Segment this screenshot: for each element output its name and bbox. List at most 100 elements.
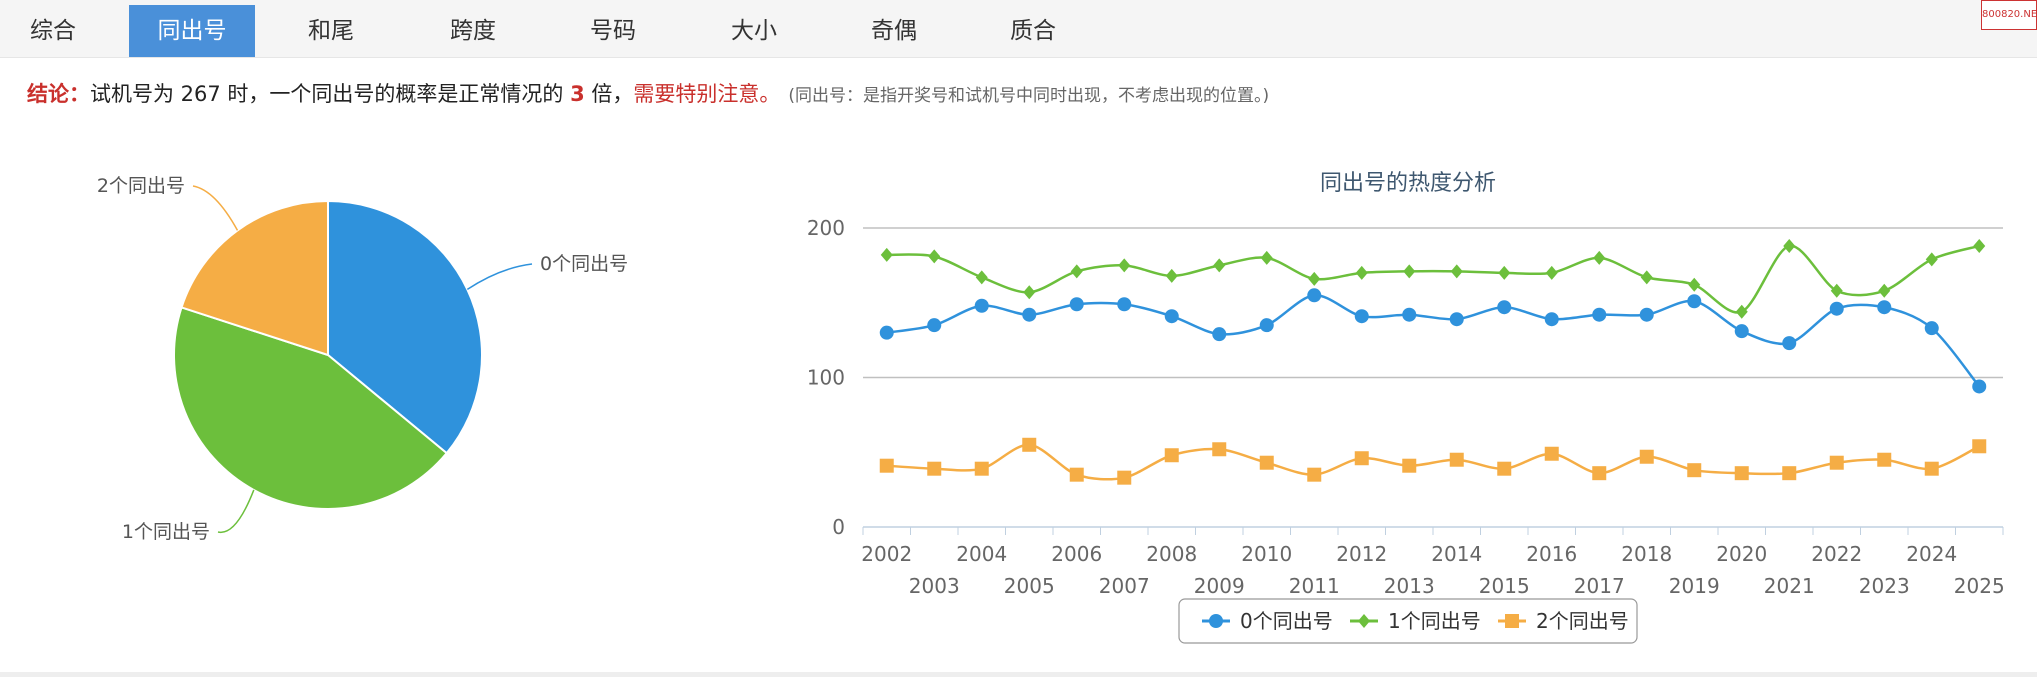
data-point xyxy=(1070,264,1083,279)
pie-leader-line xyxy=(466,263,533,291)
x-tick-label: 2021 xyxy=(1764,574,1815,598)
data-point xyxy=(927,318,942,333)
data-point xyxy=(1593,250,1606,265)
data-point xyxy=(1164,448,1179,463)
conclusion-text: 试机号为 267 时，一个同出号的概率是正常情况的 xyxy=(90,82,571,106)
x-tick-label: 2002 xyxy=(861,542,912,566)
tab-0[interactable]: 综合 xyxy=(30,18,76,44)
data-point xyxy=(879,458,894,473)
data-point xyxy=(1165,268,1178,283)
x-tick-label: 2013 xyxy=(1384,574,1435,598)
tab-7[interactable]: 质合 xyxy=(1010,18,1056,44)
data-point xyxy=(1212,327,1227,342)
x-tick-label: 2006 xyxy=(1051,542,1102,566)
x-tick-label: 2016 xyxy=(1526,542,1577,566)
data-point xyxy=(1734,466,1749,481)
data-point xyxy=(879,325,894,340)
data-point xyxy=(1022,307,1037,322)
x-tick-label: 2011 xyxy=(1289,574,1340,598)
data-point xyxy=(928,249,941,264)
data-point xyxy=(1403,264,1416,279)
data-point xyxy=(1402,307,1417,322)
data-point xyxy=(1449,452,1464,467)
data-point xyxy=(1213,258,1226,273)
data-point xyxy=(1449,312,1464,327)
pie-label: 1个同出号 xyxy=(122,521,210,543)
legend-item[interactable]: 2个同出号 xyxy=(1498,609,1629,633)
tab-2[interactable]: 和尾 xyxy=(308,18,354,44)
chart-legend: 0个同出号 1个同出号 2个同出号 xyxy=(1178,598,1638,644)
tab-3[interactable]: 跨度 xyxy=(450,18,496,44)
line-chart: 同出号的热度分析 0 100 200 2002 2003 2004 2005 2006 2007 2… xyxy=(807,171,2005,644)
data-point xyxy=(1734,324,1749,339)
bottom-divider xyxy=(0,672,2037,677)
conclusion-multiple: 3 xyxy=(570,82,585,106)
data-point xyxy=(1259,455,1274,470)
data-point xyxy=(1639,449,1654,464)
data-point xyxy=(1877,300,1892,315)
data-point xyxy=(927,461,942,476)
data-point xyxy=(1782,466,1797,481)
y-tick-label: 200 xyxy=(807,216,845,240)
x-tick-label: 2012 xyxy=(1336,542,1387,566)
legend-item[interactable]: 1个同出号 xyxy=(1350,609,1481,633)
data-point xyxy=(1592,466,1607,481)
series-0 xyxy=(879,288,1987,394)
conclusion-warning: 需要特别注意。 xyxy=(633,82,781,106)
tab-6[interactable]: 奇偶 xyxy=(871,18,917,44)
x-tick-label: 2020 xyxy=(1716,542,1767,566)
data-point xyxy=(1118,258,1131,273)
pie-chart: 0个同出号 1个同出号 2个同出号 xyxy=(97,175,628,543)
pie-leader-line xyxy=(217,489,255,533)
legend-label: 2个同出号 xyxy=(1536,609,1629,633)
series-line xyxy=(886,443,1980,481)
data-point xyxy=(1307,288,1322,303)
data-point xyxy=(1354,309,1369,324)
y-tick-label: 0 xyxy=(832,515,845,539)
data-point xyxy=(974,461,989,476)
data-point xyxy=(1972,379,1987,394)
data-point xyxy=(1877,452,1892,467)
data-point xyxy=(880,247,893,262)
site-watermark: 800820.NET xyxy=(1981,0,2037,30)
data-point xyxy=(1355,265,1368,280)
pie-slice xyxy=(327,199,483,455)
legend-item[interactable]: 0个同出号 xyxy=(1202,609,1333,633)
data-point xyxy=(1735,304,1748,319)
legend-label: 0个同出号 xyxy=(1240,609,1333,633)
x-tick-label: 2007 xyxy=(1099,574,1150,598)
pie-leader-line xyxy=(192,185,239,231)
data-point xyxy=(1687,294,1702,309)
x-tick-label: 2019 xyxy=(1669,574,1720,598)
data-point xyxy=(1925,252,1938,267)
data-point xyxy=(1688,277,1701,292)
data-point xyxy=(1497,300,1512,315)
x-tick-label: 2003 xyxy=(909,574,960,598)
data-point xyxy=(1022,437,1037,452)
data-point xyxy=(1450,264,1463,279)
x-tick-label: 2005 xyxy=(1004,574,1055,598)
data-point xyxy=(1544,312,1559,327)
data-point xyxy=(1782,336,1797,351)
tab-4[interactable]: 号码 xyxy=(590,18,636,44)
x-tick-label: 2017 xyxy=(1574,574,1625,598)
data-point xyxy=(1972,439,1987,454)
tab-1[interactable]: 同出号 xyxy=(129,5,255,57)
data-point xyxy=(1783,238,1796,253)
data-point xyxy=(1924,321,1939,336)
data-point xyxy=(1259,318,1274,333)
data-point xyxy=(1544,446,1559,461)
data-point xyxy=(974,298,989,313)
data-point xyxy=(1260,250,1273,265)
series-2 xyxy=(879,437,1987,485)
data-point xyxy=(1592,307,1607,322)
conclusion-label: 结论： xyxy=(27,82,90,106)
data-point xyxy=(975,270,988,285)
tab-bar: 综合 同出号 和尾 跨度 号码 大小 奇偶 质合 xyxy=(0,0,2037,58)
data-point xyxy=(1117,297,1132,312)
x-tick-label: 2009 xyxy=(1194,574,1245,598)
conclusion: 结论：试机号为 267 时，一个同出号的概率是正常情况的 3 倍，需要特别注意。… xyxy=(27,78,1269,108)
tab-5[interactable]: 大小 xyxy=(731,18,777,44)
data-point xyxy=(1498,265,1511,280)
x-tick-label: 2004 xyxy=(956,542,1007,566)
